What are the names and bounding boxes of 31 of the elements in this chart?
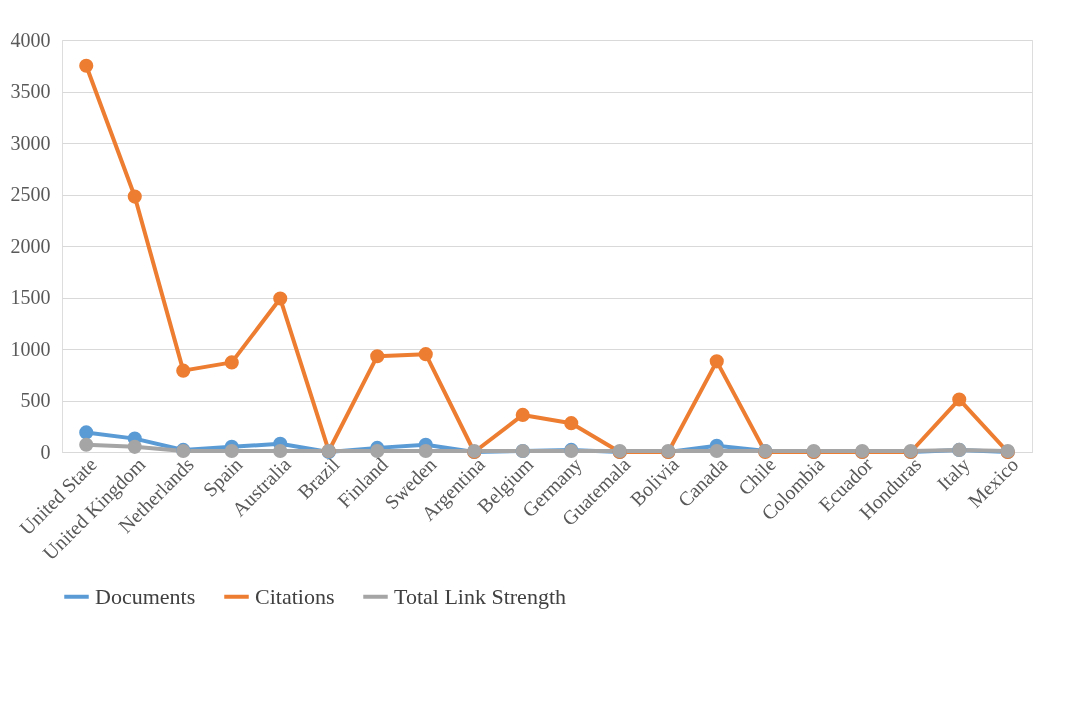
point <box>370 349 385 364</box>
legend-label: Documents <box>95 583 196 609</box>
y-tick-label: 2500 <box>10 183 51 205</box>
point <box>79 425 94 440</box>
point <box>709 443 724 459</box>
point <box>418 347 433 362</box>
point <box>515 407 530 422</box>
point <box>273 443 288 459</box>
legend-label: Citations <box>255 583 335 609</box>
y-tick-label: 500 <box>20 389 51 411</box>
point <box>709 354 724 369</box>
point <box>127 439 142 454</box>
point <box>176 363 191 378</box>
y-tick-label: 3000 <box>10 131 51 154</box>
legend-label: Total Link Strength <box>394 583 566 609</box>
y-tick-label: 1500 <box>10 286 51 308</box>
point <box>224 355 239 370</box>
y-tick-label: 4000 <box>10 28 51 51</box>
point <box>273 291 288 306</box>
point <box>418 443 433 459</box>
x-tick-label: Italy <box>932 453 975 496</box>
point <box>564 416 579 431</box>
point <box>952 392 967 407</box>
y-tick-label: 2000 <box>10 234 51 257</box>
point <box>127 189 142 204</box>
y-tick-label: 3500 <box>10 80 51 102</box>
point <box>224 443 239 459</box>
y-tick-label: 0 <box>40 440 51 463</box>
y-tick-label: 1000 <box>10 337 51 360</box>
point <box>79 58 94 73</box>
point <box>79 437 94 452</box>
